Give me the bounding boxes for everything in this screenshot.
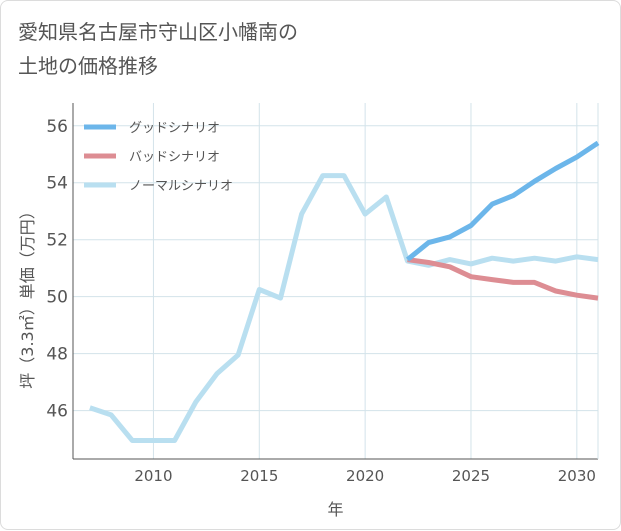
y-tick-label: 48	[46, 345, 68, 365]
chart-title: 愛知県名古屋市守山区小幡南の 土地の価格推移	[18, 15, 298, 83]
legend-label-0: グッドシナリオ	[129, 121, 220, 136]
x-tick-label: 2020	[346, 467, 384, 485]
series-line-0	[405, 140, 600, 262]
y-axis-label: 坪（3.3㎡）単価（万円）	[18, 203, 37, 388]
x-tick-label: 2025	[452, 467, 490, 485]
x-tick-label: 2010	[134, 467, 172, 485]
y-tick-label: 46	[46, 402, 68, 422]
series-line-1	[407, 257, 599, 301]
x-tick-label: 2030	[558, 467, 596, 485]
legend-label-2: ノーマルシナリオ	[129, 179, 233, 194]
x-tick-label: 2015	[240, 467, 278, 485]
y-tick-label: 54	[46, 174, 68, 194]
chart-title-line-1: 愛知県名古屋市守山区小幡南の	[18, 20, 298, 44]
y-tick-label: 56	[46, 117, 68, 137]
chart-title-line-2: 土地の価格推移	[18, 54, 158, 78]
y-tick-label: 50	[46, 288, 68, 308]
legend-label-1: バッドシナリオ	[129, 150, 220, 165]
series-line-2	[89, 173, 599, 443]
x-axis-label: 年	[327, 500, 343, 519]
y-tick-label: 52	[46, 231, 68, 251]
